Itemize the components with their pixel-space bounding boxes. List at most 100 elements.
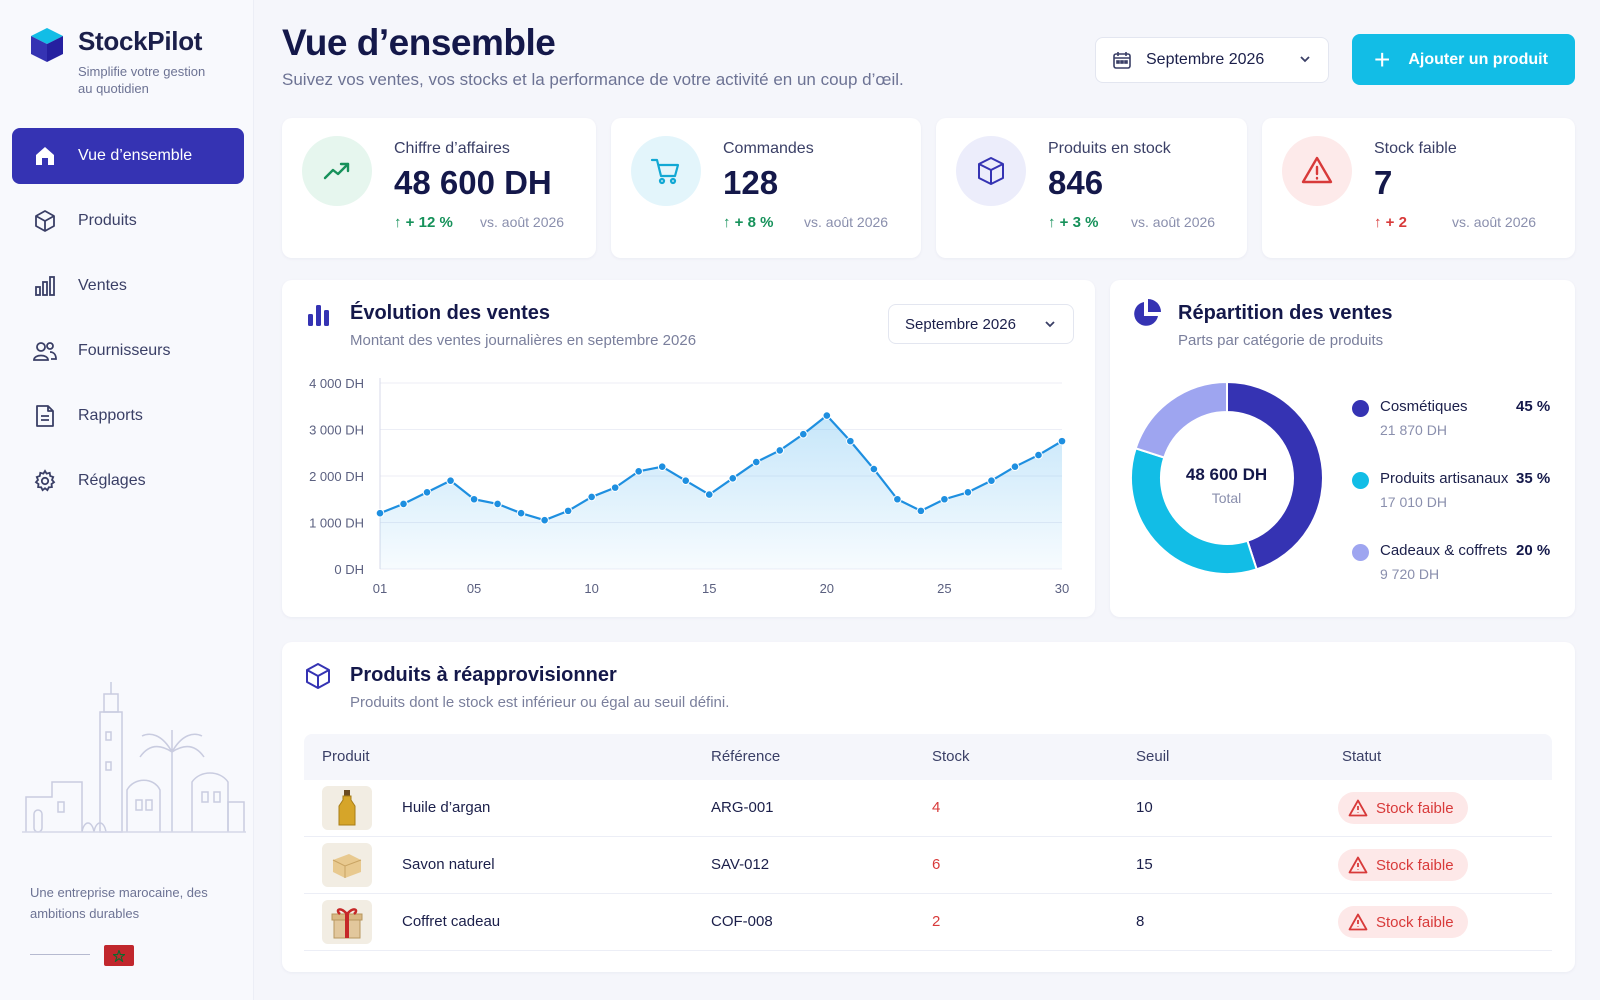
trending-up-icon [302, 136, 372, 206]
city-illustration [22, 682, 246, 833]
data-point [799, 429, 808, 439]
nav-label: Fournisseurs [78, 342, 171, 359]
column-header-product[interactable]: Produit [322, 748, 370, 765]
calendar-icon [1113, 52, 1131, 69]
soap-icon [322, 843, 372, 887]
page-subtitle: Suivez vos ventes, vos stocks et la perf… [282, 70, 904, 89]
y-tick-label: 0 DH [334, 562, 364, 577]
bar-chart-icon [32, 273, 58, 299]
chevron-down-icon [1300, 56, 1310, 63]
chart-month-selector[interactable]: Septembre 2026 [888, 304, 1074, 344]
nav-item-reports[interactable]: Rapports [12, 388, 244, 444]
add-product-label: Ajouter un produit [1408, 50, 1548, 68]
nav-item-overview[interactable]: Vue d’ensemble [12, 128, 244, 184]
product-ref: SAV-012 [711, 856, 770, 873]
product-threshold: 15 [1136, 856, 1153, 873]
data-point [987, 476, 996, 485]
column-header-threshold[interactable]: Seuil [1136, 748, 1170, 765]
x-tick-label: 15 [702, 581, 716, 596]
data-point [751, 457, 761, 467]
month-selector[interactable]: Septembre 2026 [1095, 37, 1329, 83]
legend-swatch [1352, 400, 1369, 417]
oil-bottle-icon [322, 786, 372, 830]
legend-amount: 21 870 DH [1380, 422, 1447, 438]
product-name: Coffret cadeau [402, 913, 501, 930]
data-point [634, 467, 643, 476]
sales-distribution-panel: Répartition des ventes Parts par catégor… [1110, 280, 1575, 617]
slogan-divider [30, 954, 90, 955]
cart-icon [631, 136, 701, 206]
sales-chart-subtitle: Montant des ventes journalières en septe… [350, 332, 697, 349]
brand-logo[interactable]: StockPilot Simplifie votre gestion au qu… [28, 26, 223, 97]
product-stock: 4 [932, 799, 941, 816]
kpi-card-low-stock[interactable]: Stock faible 7 ↑ + 2 vs. août 2026 [1262, 118, 1575, 258]
legend-swatch [1352, 544, 1369, 561]
footer-slogan: Une entreprise marocaine, des ambitions … [30, 885, 208, 921]
warning-icon [1282, 136, 1352, 206]
y-tick-label: 2 000 DH [309, 469, 364, 484]
kpi-card-stock[interactable]: Produits en stock 846 ↑ + 3 % vs. août 2… [936, 118, 1247, 258]
kpi-delta: ↑ + 3 % [1048, 214, 1099, 231]
kpi-compare: vs. août 2026 [1452, 214, 1537, 230]
data-point [446, 476, 455, 485]
data-point [846, 436, 855, 446]
kpi-label: Chiffre d’affaires [394, 140, 510, 157]
data-point [375, 508, 385, 518]
restock-table: Produit Référence Stock Seuil Statut Hui… [304, 734, 1552, 951]
kpi-compare: vs. août 2026 [804, 214, 889, 230]
x-tick-label: 20 [820, 581, 834, 596]
data-point [916, 506, 926, 516]
table-row[interactable]: Huile d’argan ARG-001 4 10 Stock faible [304, 780, 1552, 837]
kpi-value: 128 [723, 164, 779, 201]
nav-item-products[interactable]: Produits [12, 193, 244, 249]
product-threshold: 10 [1136, 799, 1153, 816]
nav-item-suppliers[interactable]: Fournisseurs [12, 323, 244, 379]
nav-label: Rapports [78, 407, 143, 424]
add-product-button[interactable]: + Ajouter un produit [1352, 34, 1575, 85]
nav-item-settings[interactable]: Réglages [12, 453, 244, 509]
kpi-card-revenue[interactable]: Chiffre d’affaires 48 600 DH ↑ + 12 % vs… [282, 118, 596, 258]
product-name: Huile d’argan [402, 799, 491, 816]
table-row[interactable]: Savon naturel SAV-012 6 15 Stock faible [304, 837, 1552, 894]
column-header-status[interactable]: Statut [1342, 748, 1382, 765]
x-tick-label: 01 [373, 581, 387, 596]
data-point [822, 411, 832, 420]
kpi-label: Stock faible [1374, 140, 1457, 157]
data-point [563, 506, 573, 516]
column-header-stock[interactable]: Stock [932, 748, 970, 765]
data-point [869, 464, 879, 474]
page-title: Vue d’ensemble [282, 22, 556, 63]
nav-label: Ventes [78, 277, 127, 294]
data-point [657, 462, 667, 471]
kpi-card-orders[interactable]: Commandes 128 ↑ + 8 % vs. août 2026 [611, 118, 921, 258]
data-point [940, 494, 949, 504]
restock-panel: Produits à réapprovisionner Produits don… [282, 642, 1575, 972]
chevron-down-icon [1045, 321, 1055, 328]
restock-title: Produits à réapprovisionner [350, 664, 617, 686]
box-icon [32, 208, 58, 234]
legend-amount: 17 010 DH [1380, 494, 1447, 510]
legend-swatch [1352, 472, 1369, 489]
legend-percent: 35 % [1516, 470, 1551, 487]
gear-icon [32, 468, 58, 494]
nav-label: Produits [78, 212, 137, 229]
data-point [704, 490, 714, 499]
kpi-value: 846 [1048, 164, 1104, 201]
nav-item-sales[interactable]: Ventes [12, 258, 244, 314]
box-icon [956, 136, 1026, 206]
data-point [728, 474, 738, 483]
brand-tagline: Simplifie votre gestion au quotidien [78, 64, 206, 96]
x-tick-label: 25 [937, 581, 951, 596]
table-row[interactable]: Coffret cadeau COF-008 2 8 Stock faible [304, 894, 1552, 951]
kpi-delta: ↑ + 8 % [723, 214, 774, 231]
kpi-delta: ↑ + 2 [1374, 214, 1407, 231]
pie-chart-icon [1134, 299, 1161, 326]
legend-name: Cosmétiques [1380, 398, 1468, 415]
legend-percent: 45 % [1516, 398, 1551, 415]
table-header: Produit Référence Stock Seuil Statut [304, 734, 1552, 780]
nav-label: Réglages [78, 472, 146, 489]
column-header-reference[interactable]: Référence [711, 748, 781, 765]
donut-center-value: 48 600 DH [1185, 465, 1268, 484]
data-point [893, 494, 902, 504]
sales-area [380, 415, 1062, 569]
